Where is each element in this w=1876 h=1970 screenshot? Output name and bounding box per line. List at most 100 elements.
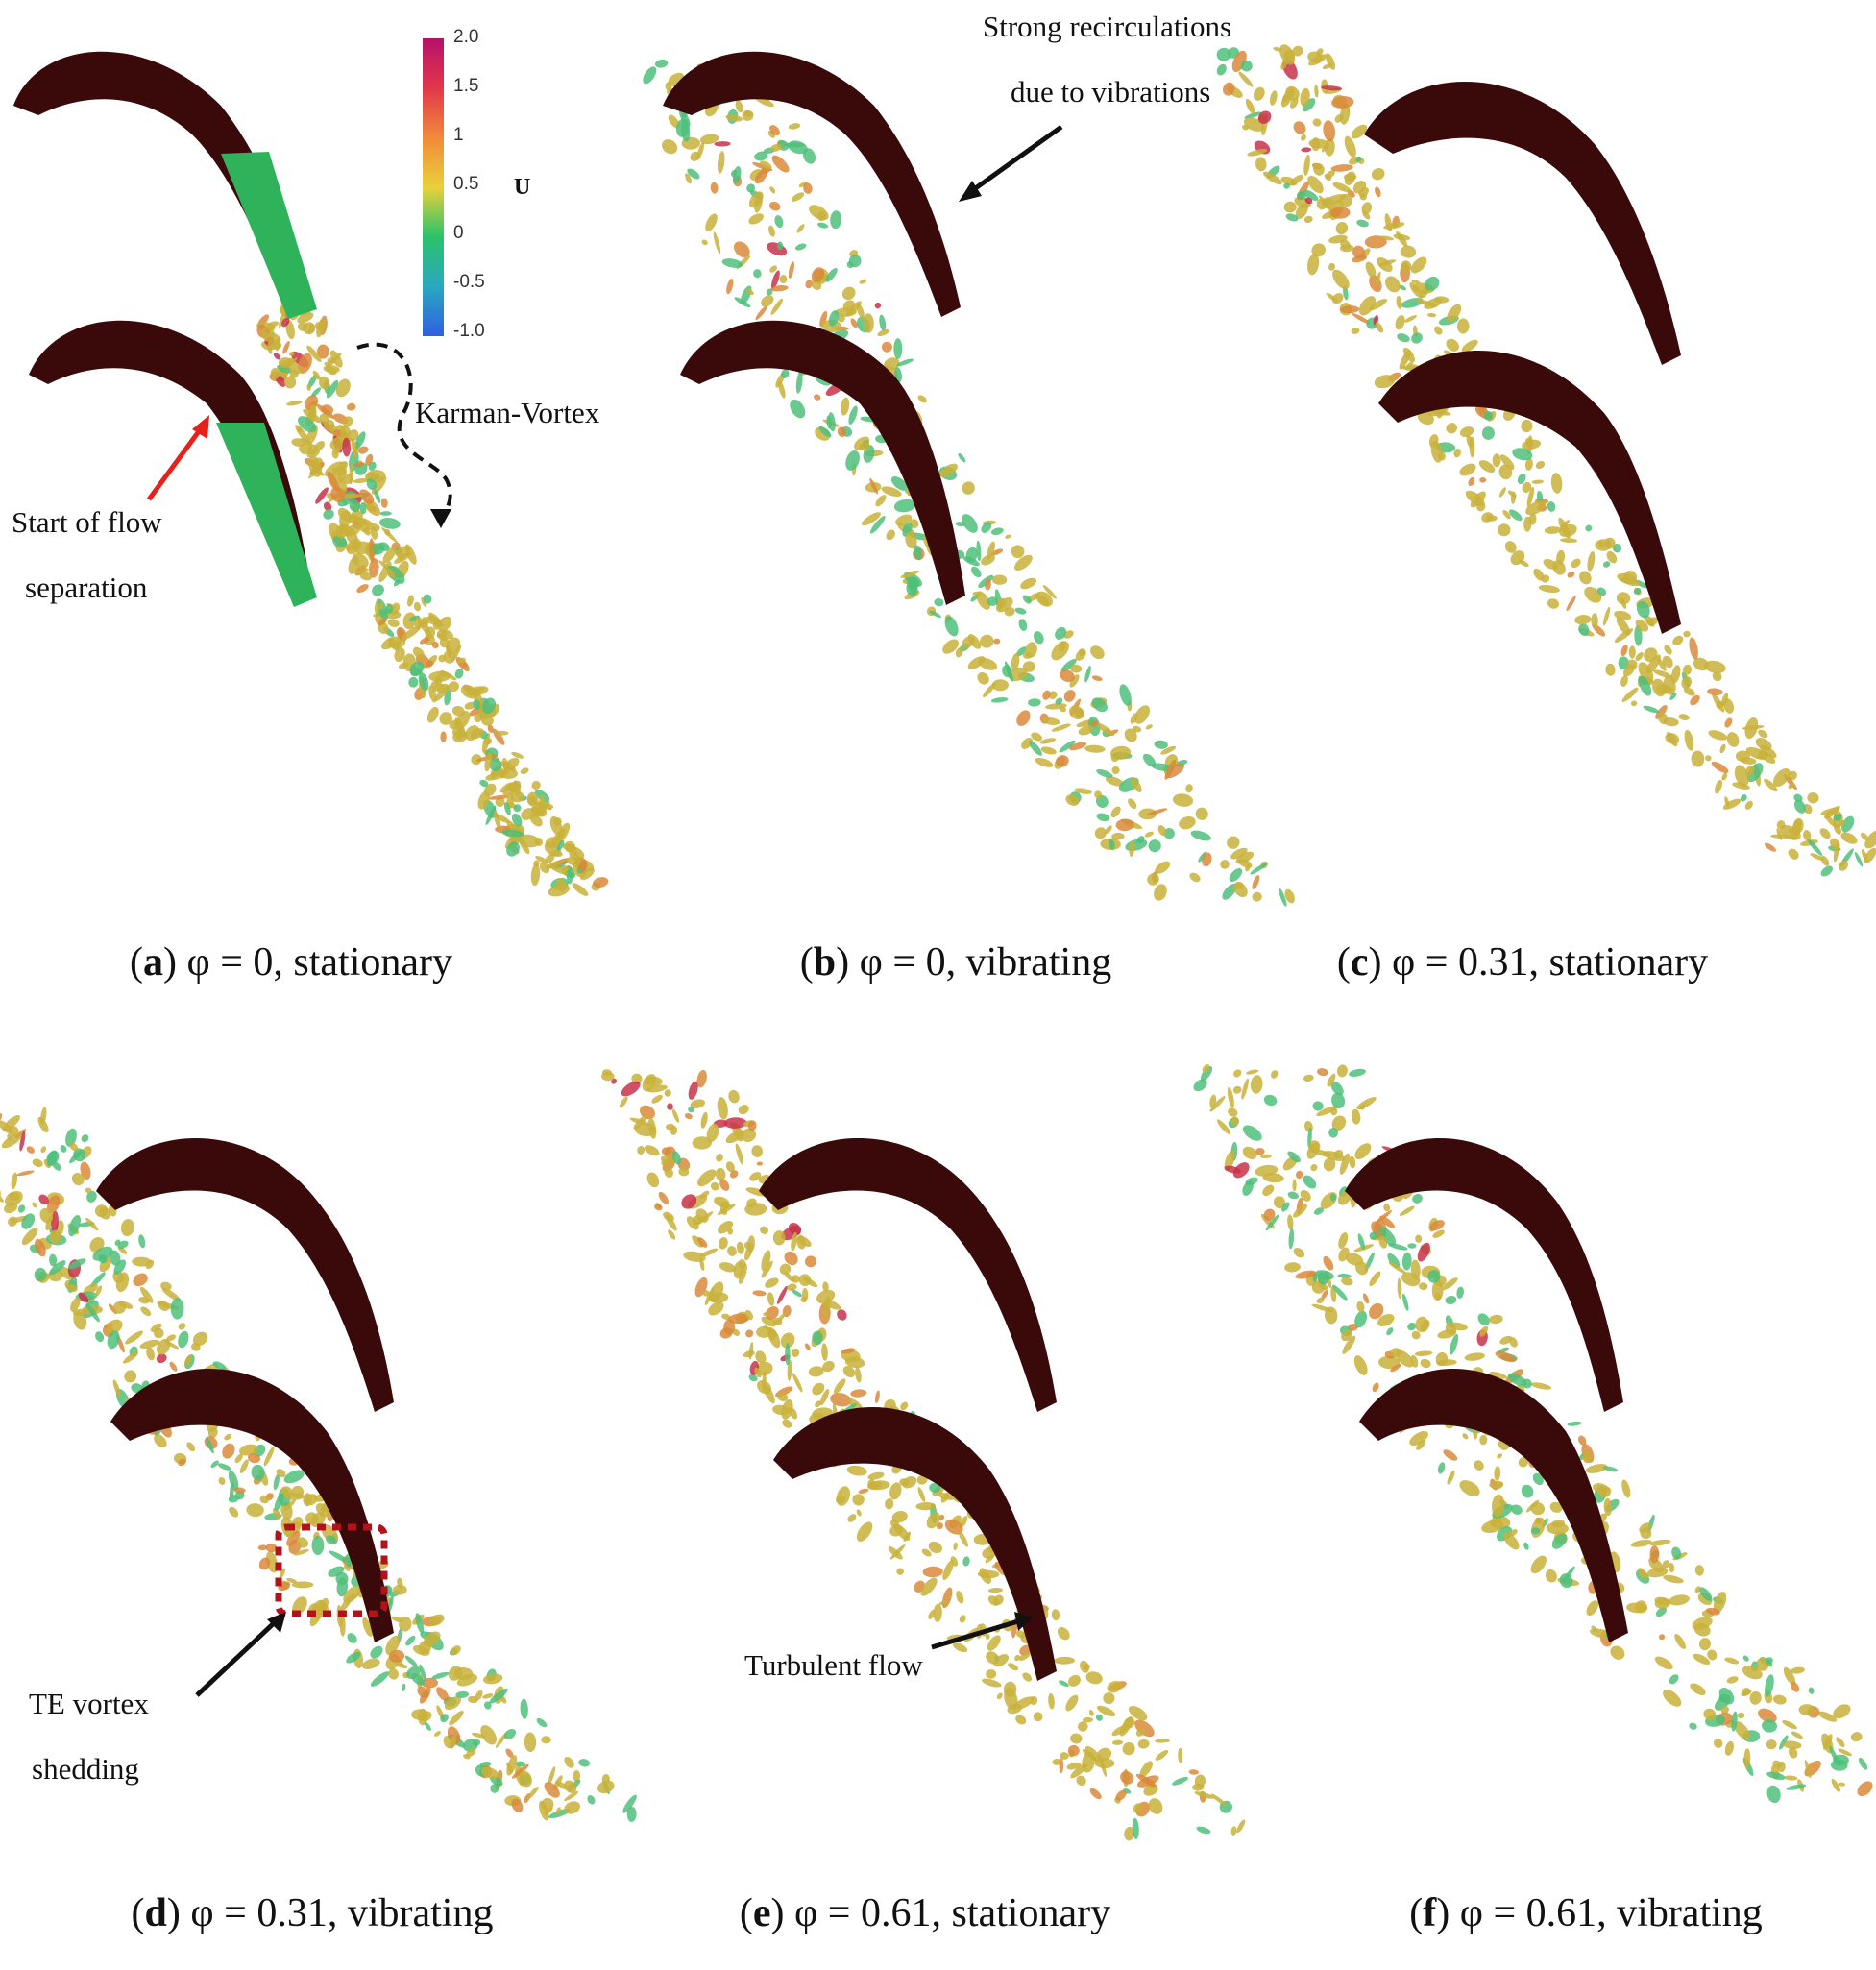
vortex-blob	[294, 1548, 309, 1556]
vortex-blob	[1511, 1504, 1523, 1515]
vortex-blob	[1379, 235, 1395, 241]
vortex-blob	[1130, 777, 1142, 793]
vortex-blob	[1190, 830, 1211, 841]
vortex-blob	[1330, 164, 1353, 172]
vortex-blob	[520, 767, 529, 775]
vortex-blob	[1068, 705, 1084, 719]
vortex-blob	[1412, 1193, 1423, 1204]
vortex-blob	[326, 379, 339, 399]
vortex-blob	[1419, 1282, 1428, 1291]
vortex-blob	[726, 278, 734, 295]
vortex-blob	[1591, 613, 1598, 629]
vortex-blob	[1015, 1715, 1027, 1725]
vortex-blob	[769, 186, 776, 194]
vortex-blob	[329, 1550, 350, 1563]
vortex-blob	[1401, 1293, 1409, 1311]
vortex-blob	[343, 1585, 362, 1603]
vortex-blob	[1749, 1690, 1762, 1705]
vortex-blob	[1497, 1453, 1503, 1459]
vortex-blob	[1509, 1337, 1518, 1348]
vortex-blob	[32, 1202, 37, 1208]
panel-f	[1193, 1057, 1873, 1806]
vortex-blob	[1079, 1660, 1090, 1673]
vortex-blob	[1668, 1563, 1675, 1573]
vortex-blob	[990, 527, 1004, 536]
vortex-blob	[845, 450, 860, 471]
vortex-blob	[1483, 411, 1494, 421]
vortex-blob	[1362, 1293, 1370, 1304]
vortex-blob	[1522, 481, 1532, 493]
vortex-blob	[795, 371, 803, 394]
vortex-blob	[929, 1483, 941, 1494]
vortex-blob	[467, 1695, 478, 1704]
vortex-wake-b	[643, 58, 1295, 907]
vortex-blob	[1446, 338, 1459, 352]
vortex-blob	[1665, 733, 1680, 744]
vortex-blob	[1007, 1703, 1023, 1715]
vortex-blob	[1532, 1472, 1544, 1486]
vortex-blob	[683, 1251, 706, 1262]
vortex-blob	[160, 1281, 172, 1291]
vortex-blob	[579, 867, 595, 881]
vortex-blob	[406, 1666, 421, 1680]
vortex-blob	[1340, 239, 1351, 251]
vortex-blob	[1325, 53, 1336, 70]
vortex-blob	[449, 1710, 464, 1726]
turbulent-arrow-shaft	[931, 1618, 1019, 1650]
vortex-blob	[500, 829, 524, 838]
vortex-blob	[1708, 730, 1728, 741]
vortex-blob	[329, 350, 343, 368]
vortex-blob	[921, 1548, 932, 1557]
vortex-blob	[1531, 479, 1544, 484]
vortex-blob	[1028, 698, 1041, 707]
caption-a: (a) φ = 0, stationary	[129, 940, 453, 985]
vortex-blob	[0, 1189, 5, 1203]
vortex-blob	[1273, 46, 1282, 52]
vortex-blob	[721, 258, 743, 268]
vortex-blob	[1271, 1070, 1279, 1079]
vortex-blob	[751, 1145, 764, 1157]
vortex-blob	[696, 1069, 707, 1088]
vortex-blob	[412, 646, 425, 659]
vortex-blob	[805, 280, 814, 289]
vortex-blob	[331, 449, 339, 459]
vortex-blob	[1838, 1748, 1852, 1757]
vortex-blob	[1858, 1757, 1868, 1770]
turbulent-flow-label: Turbulent flow	[744, 1648, 923, 1682]
vortex-blob	[770, 298, 784, 315]
vortex-blob	[166, 1334, 177, 1342]
vortex-blob	[903, 1531, 912, 1542]
vortex-blob	[1157, 825, 1167, 837]
vortex-blob	[312, 370, 321, 380]
vortex-blob	[987, 1595, 999, 1606]
vortex-blob	[1091, 675, 1103, 682]
vortex-blob	[439, 637, 450, 648]
vortex-blob	[1784, 1775, 1798, 1781]
vortex-blob	[1236, 1819, 1246, 1834]
vortex-blob	[292, 1596, 307, 1616]
vortex-blob	[512, 780, 521, 797]
vortex-blob	[1669, 1674, 1679, 1685]
vortex-blob	[1635, 1600, 1647, 1614]
vortex-blob	[788, 140, 808, 155]
vortex-blob	[1655, 1607, 1667, 1617]
vortex-blob	[511, 1763, 529, 1779]
vortex-blob	[258, 1557, 271, 1570]
vortex-blob	[439, 712, 452, 725]
recirculation-arrow-shaft	[968, 124, 1063, 195]
vortex-blob	[1416, 1440, 1426, 1450]
vortex-blob	[1160, 745, 1177, 755]
vortex-blob	[483, 1701, 492, 1710]
vortex-blob	[746, 183, 756, 193]
vortex-blob	[1365, 261, 1377, 279]
vortex-blob	[779, 275, 788, 284]
vortex-blob	[661, 1158, 669, 1167]
vortex-blob	[977, 671, 989, 685]
vortex-blob	[265, 1551, 279, 1573]
vortex-blob	[506, 841, 520, 857]
vortex-blob	[323, 501, 332, 512]
vortex-blob	[736, 1241, 744, 1254]
red-arrow-head	[192, 415, 209, 439]
vortex-blob	[170, 1298, 184, 1320]
vortex-blob	[1233, 882, 1248, 898]
